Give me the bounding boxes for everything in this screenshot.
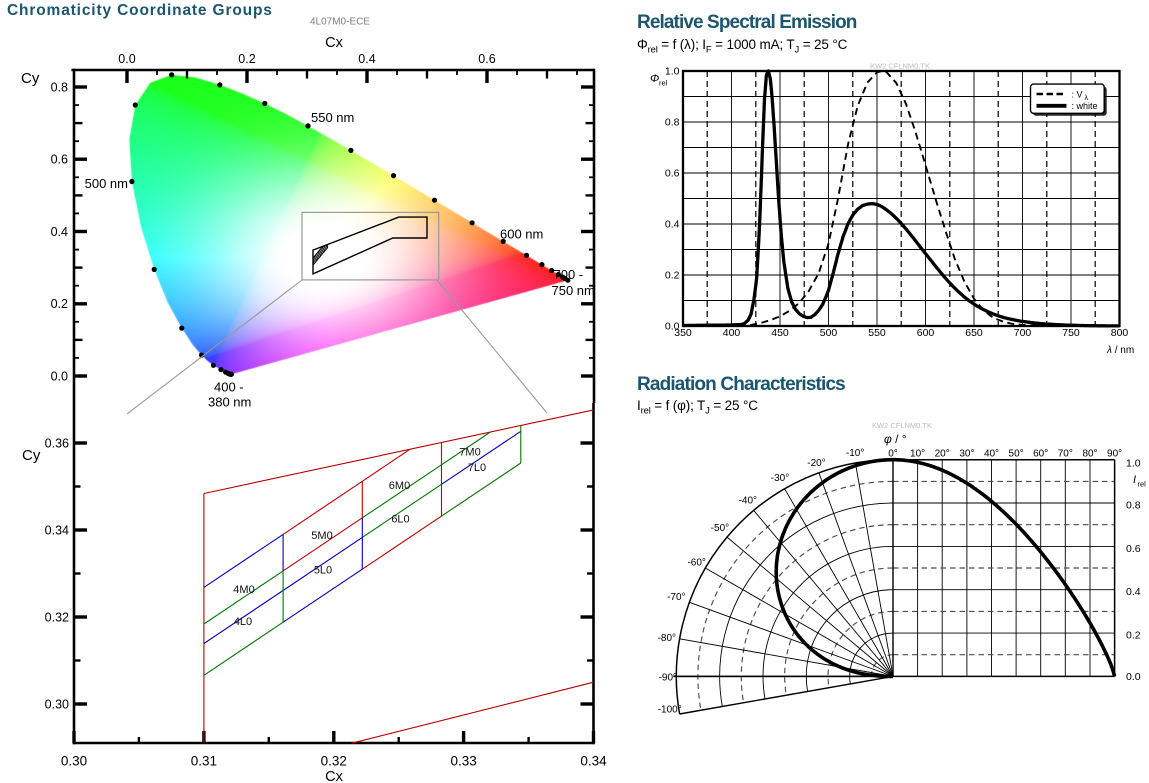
svg-text:0°: 0° [888,449,898,460]
svg-text:0.32: 0.32 [45,610,69,624]
svg-text:0.34: 0.34 [45,523,69,537]
svg-text:800: 800 [1111,327,1129,339]
svg-text:0.8: 0.8 [51,80,68,94]
svg-text:0.8: 0.8 [1126,500,1141,512]
svg-text:: V: : V [1072,90,1083,100]
svg-text:rel: rel [659,79,668,88]
svg-text:80°: 80° [1082,449,1097,460]
svg-text:0.0: 0.0 [1126,671,1141,683]
svg-text:500: 500 [820,327,838,339]
svg-text:1.0: 1.0 [665,66,680,78]
svg-text:50°: 50° [1009,449,1024,460]
svg-text:0.6: 0.6 [1126,543,1141,555]
svg-text:-20°: -20° [807,458,825,469]
svg-text:0.0: 0.0 [118,52,135,66]
svg-text:700 -: 700 - [554,267,584,282]
svg-text:Cy: Cy [21,70,40,87]
svg-text:KW2 CFLNM0.TK: KW2 CFLNM0.TK [870,62,930,71]
svg-text:700: 700 [1014,327,1032,339]
svg-text:500 nm: 500 nm [85,176,128,191]
svg-text:550 nm: 550 nm [311,110,354,125]
svg-text:400: 400 [723,327,741,339]
svg-text:6M0: 6M0 [389,480,410,492]
svg-text:0.4: 0.4 [665,219,680,231]
svg-text:1.0: 1.0 [1126,458,1141,470]
svg-text:0.4: 0.4 [358,52,375,66]
svg-text:λ / nm: λ / nm [1106,345,1134,356]
svg-text:450: 450 [771,327,789,339]
svg-text:0.4: 0.4 [1126,586,1141,598]
svg-text:600 nm: 600 nm [500,227,543,242]
svg-text:rel: rel [1138,480,1147,489]
svg-text:: white: : white [1072,101,1098,111]
svg-text:350: 350 [674,327,692,339]
svg-text:-70°: -70° [667,592,685,603]
svg-text:30°: 30° [959,449,974,460]
svg-text:0.32: 0.32 [321,754,347,769]
svg-text:0.6: 0.6 [478,52,495,66]
svg-text:0.0: 0.0 [51,369,68,383]
svg-text:Φ: Φ [650,73,659,85]
svg-text:KW2 CFLNM0.TK: KW2 CFLNM0.TK [872,421,932,430]
svg-text:0.2: 0.2 [665,270,680,282]
svg-text:-50°: -50° [711,523,729,534]
svg-text:0.8: 0.8 [665,117,680,129]
svg-text:5L0: 5L0 [314,565,332,577]
svg-text:4M0: 4M0 [233,584,254,596]
svg-text:λ: λ [1085,95,1089,102]
svg-text:-80°: -80° [658,633,676,644]
svg-text:550: 550 [868,327,886,339]
svg-text:5M0: 5M0 [311,530,332,542]
svg-text:-60°: -60° [687,557,705,568]
svg-text:380 nm: 380 nm [208,395,251,410]
svg-text:600: 600 [917,327,935,339]
svg-text:-100°: -100° [658,705,682,716]
svg-text:0.30: 0.30 [45,697,69,711]
svg-text:400 -: 400 - [214,380,244,395]
svg-text:0.2: 0.2 [1126,630,1141,642]
svg-text:650: 650 [965,327,983,339]
svg-text:Cy: Cy [22,447,41,464]
svg-text:10°: 10° [910,449,925,460]
svg-text:750 nm: 750 nm [552,283,595,298]
svg-text:0.0: 0.0 [665,321,680,333]
svg-text:-40°: -40° [739,495,757,506]
svg-text:φ / °: φ / ° [884,432,907,446]
svg-text:60°: 60° [1033,449,1048,460]
svg-text:0.6: 0.6 [51,153,68,167]
svg-text:0.31: 0.31 [191,754,217,769]
svg-text:0.2: 0.2 [51,297,68,311]
svg-text:I: I [1133,474,1136,486]
svg-text:0.33: 0.33 [450,754,476,769]
svg-text:90°: 90° [1107,449,1122,460]
svg-text:6L0: 6L0 [391,514,409,526]
svg-text:0.30: 0.30 [61,754,87,769]
svg-text:750: 750 [1062,327,1080,339]
svg-text:0.6: 0.6 [665,168,680,180]
svg-text:4L0: 4L0 [234,616,252,628]
svg-text:70°: 70° [1058,449,1073,460]
svg-text:4L07M0-ECE: 4L07M0-ECE [310,17,370,28]
svg-text:0.34: 0.34 [580,754,607,769]
svg-text:0.4: 0.4 [51,225,68,239]
svg-text:-30°: -30° [771,473,789,484]
svg-text:-10°: -10° [846,448,864,459]
svg-text:40°: 40° [984,449,999,460]
svg-text:7M0: 7M0 [459,447,480,459]
svg-text:0.2: 0.2 [238,52,255,66]
svg-text:7L0: 7L0 [468,462,486,474]
svg-text:20°: 20° [935,449,950,460]
svg-text:Cx: Cx [325,35,343,51]
svg-text:0.36: 0.36 [45,436,69,450]
svg-text:Cx: Cx [325,769,343,783]
svg-text:-90°: -90° [659,673,677,684]
